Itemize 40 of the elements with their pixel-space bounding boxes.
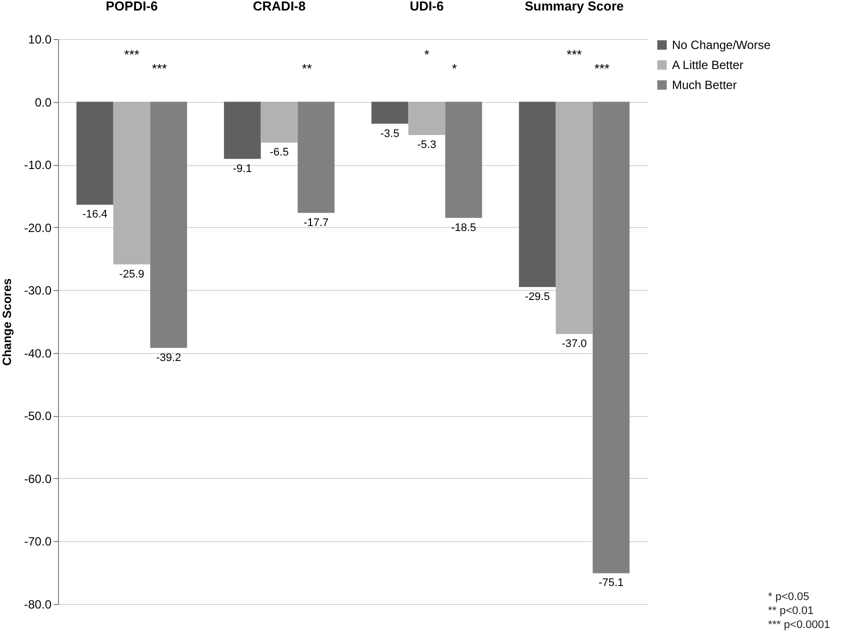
- y-tick-label: 10.0: [28, 32, 52, 46]
- legend-label: No Change/Worse: [672, 38, 771, 52]
- text: *** p<0.0001: [768, 618, 830, 632]
- annotation: ***: [566, 47, 582, 62]
- data-label: -6.5: [270, 146, 289, 159]
- y-tick-label: -10.0: [24, 158, 52, 172]
- x-tick-label: CRADI-8: [252, 0, 306, 14]
- annotation: *: [452, 61, 457, 76]
- data-label: -18.5: [451, 222, 476, 234]
- annotation: **: [302, 61, 312, 76]
- data-label: -29.5: [524, 290, 550, 303]
- annotation: ***: [594, 61, 610, 76]
- y-tick-label: -60.0: [24, 472, 52, 486]
- y-tick-label: -50.0: [24, 409, 52, 424]
- data-label: -37.0: [562, 338, 587, 350]
- data-label: -25.9: [119, 268, 144, 280]
- text: ** p<0.01: [768, 604, 815, 618]
- data-label: -16.4: [82, 208, 108, 221]
- y-tick-label: -20.0: [24, 220, 52, 235]
- annotation: ***: [124, 47, 140, 62]
- text: * p<0.05: [768, 590, 810, 604]
- legend-label: Much Better: [672, 78, 737, 92]
- annotation: ***: [152, 61, 167, 76]
- data-label: -17.7: [304, 216, 329, 229]
- y-tick-label: -80.0: [24, 598, 52, 612]
- y-tick-label: -70.0: [24, 534, 52, 549]
- y-tick-label: -40.0: [24, 346, 52, 360]
- data-label: -39.2: [156, 352, 182, 364]
- data-label: -3.5: [380, 128, 400, 140]
- x-tick-label: UDI-6: [410, 0, 444, 14]
- y-tick-label: 0.0: [34, 95, 52, 110]
- annotation: *: [424, 47, 430, 62]
- y-tick-label: -30.0: [24, 284, 52, 298]
- x-tick-label: Summary Score: [524, 0, 624, 14]
- y-axis-title: Change Scores: [0, 278, 14, 366]
- data-label: -75.1: [598, 577, 624, 590]
- data-label: -5.3: [417, 139, 436, 152]
- data-label: -9.1: [232, 162, 252, 175]
- x-tick-label: POPDI-6: [106, 0, 158, 14]
- legend-label: A Little Better: [672, 58, 744, 72]
